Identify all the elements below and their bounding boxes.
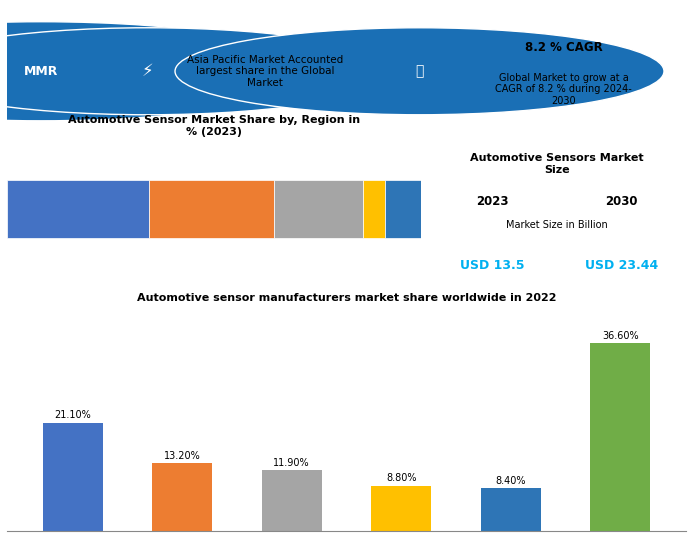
Bar (590, 344, 651, 531)
Text: Automotive Sensors Market
Size: Automotive Sensors Market Size (470, 153, 644, 175)
Bar (371, 486, 432, 531)
Text: Market Size in Billion: Market Size in Billion (506, 221, 608, 230)
Bar (152, 463, 212, 531)
Text: 2023: 2023 (476, 195, 509, 208)
Text: Automotive Sensor Market Share by, Region in
% (2023): Automotive Sensor Market Share by, Regio… (68, 115, 360, 137)
Text: MMR: MMR (24, 64, 58, 78)
Bar (262, 470, 322, 531)
Text: 2030: 2030 (605, 195, 638, 208)
Text: USD 23.44: USD 23.44 (585, 259, 658, 272)
Text: Global Market to grow at a
CAGR of 8.2 % during 2024-
2030: Global Market to grow at a CAGR of 8.2 %… (495, 73, 632, 106)
Text: 21.10%: 21.10% (54, 410, 91, 421)
Title: Automotive sensor manufacturers market share worldwide in 2022: Automotive sensor manufacturers market s… (137, 293, 556, 304)
Bar (149, 180, 274, 238)
Bar (274, 180, 363, 238)
FancyBboxPatch shape (0, 28, 392, 115)
Bar (363, 180, 385, 238)
Text: 13.20%: 13.20% (164, 451, 200, 461)
Text: ⚡: ⚡ (141, 62, 153, 80)
Bar (42, 423, 103, 531)
Bar (385, 180, 421, 238)
Bar (7, 180, 149, 238)
Text: 🔥: 🔥 (415, 64, 423, 78)
FancyBboxPatch shape (175, 28, 664, 115)
Text: 8.40%: 8.40% (495, 475, 526, 486)
Bar (481, 488, 541, 531)
Text: 11.90%: 11.90% (274, 457, 310, 468)
Legend: North America, Asia Pacific, Europe, MEA, South America: North America, Asia Pacific, Europe, MEA… (69, 371, 358, 386)
Text: Asia Pacific Market Accounted
largest share in the Global
Market: Asia Pacific Market Accounted largest sh… (187, 55, 343, 88)
Text: 8.2 % CAGR: 8.2 % CAGR (525, 41, 603, 54)
Text: USD 13.5: USD 13.5 (460, 259, 525, 272)
Text: 8.80%: 8.80% (386, 474, 416, 483)
FancyBboxPatch shape (0, 22, 319, 121)
Text: 36.60%: 36.60% (602, 331, 639, 341)
